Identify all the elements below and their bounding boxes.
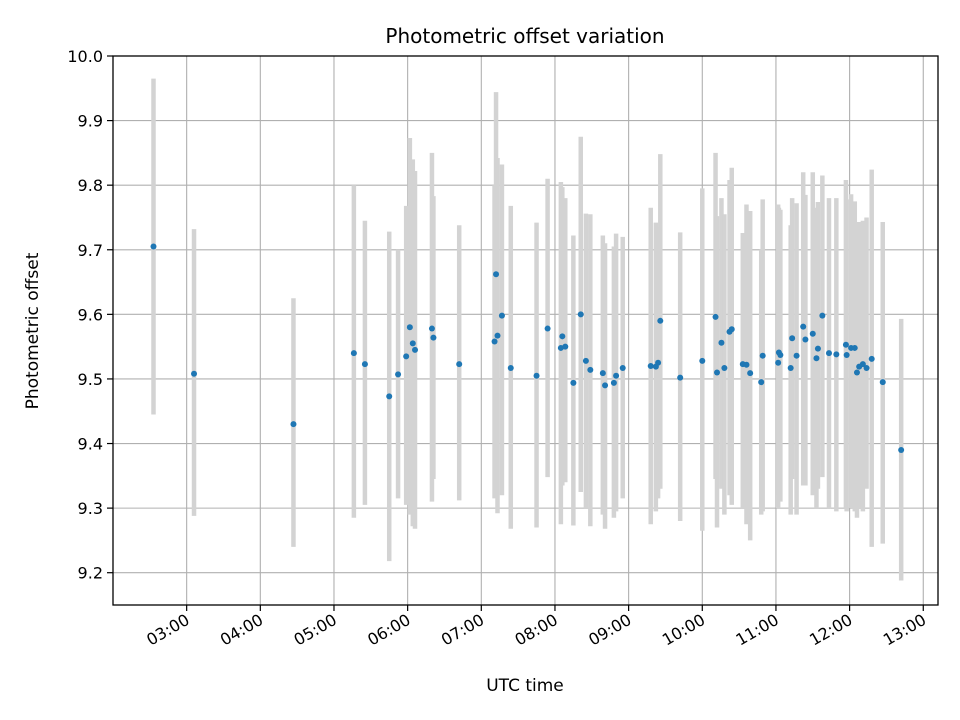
data-point — [582, 357, 589, 364]
data-point — [758, 379, 765, 386]
data-point — [814, 345, 821, 352]
data-point — [898, 446, 905, 453]
data-point — [647, 363, 654, 370]
data-point — [587, 366, 594, 373]
data-point — [570, 379, 577, 386]
data-point — [789, 335, 796, 342]
y-tick-label: 9.3 — [78, 499, 103, 518]
data-point — [493, 271, 500, 278]
data-points — [150, 243, 905, 453]
y-axis: 9.2 9.3 9.4 9.5 9.6 9.7 9.8 9.9 10.0 — [67, 47, 113, 583]
data-point — [494, 332, 501, 339]
data-point — [793, 352, 800, 359]
data-point — [842, 341, 849, 348]
data-point — [456, 361, 463, 368]
y-tick-label: 9.4 — [78, 435, 103, 454]
data-point — [559, 333, 566, 340]
data-point — [868, 355, 875, 362]
data-point — [498, 312, 505, 319]
data-point — [350, 350, 357, 357]
data-point — [290, 421, 297, 428]
data-point — [619, 364, 626, 371]
data-point — [859, 361, 866, 368]
data-point — [602, 382, 609, 389]
data-point — [813, 355, 820, 362]
data-point — [879, 379, 886, 386]
data-point — [150, 243, 157, 250]
data-point — [403, 353, 410, 360]
y-axis-title: Photometric offset — [23, 252, 43, 409]
data-point — [851, 344, 858, 351]
data-point — [747, 370, 754, 377]
data-point — [386, 393, 393, 400]
data-point — [507, 364, 514, 371]
data-point — [412, 346, 419, 353]
data-point — [721, 364, 728, 371]
y-tick-label: 9.2 — [78, 564, 103, 583]
data-point — [544, 325, 551, 332]
data-point — [843, 352, 850, 359]
data-point — [610, 379, 617, 386]
data-point — [743, 361, 750, 368]
data-point — [533, 372, 540, 379]
data-point — [787, 364, 794, 371]
data-point — [819, 312, 826, 319]
data-point — [562, 343, 569, 350]
y-tick-label: 10.0 — [67, 47, 103, 66]
data-point — [599, 370, 606, 377]
data-point — [712, 313, 719, 320]
data-point — [406, 324, 413, 331]
data-point — [657, 317, 664, 324]
y-tick-label: 9.7 — [78, 241, 103, 260]
y-tick-label: 9.5 — [78, 370, 103, 389]
data-point — [428, 325, 435, 332]
data-point — [759, 352, 766, 359]
chart-title: Photometric offset variation — [385, 24, 664, 48]
data-point — [718, 339, 725, 346]
data-point — [775, 359, 782, 366]
data-point — [728, 326, 735, 333]
data-point — [409, 340, 416, 347]
data-point — [800, 323, 807, 330]
data-point — [677, 374, 684, 381]
data-point — [853, 369, 860, 376]
y-tick-label: 9.9 — [78, 112, 103, 131]
data-point — [395, 371, 402, 378]
data-point — [613, 372, 620, 379]
data-point — [577, 311, 584, 318]
data-point — [833, 351, 840, 358]
data-point — [699, 357, 706, 364]
y-tick-label: 9.6 — [78, 305, 103, 324]
data-point — [714, 369, 721, 376]
data-point — [863, 364, 870, 371]
data-point — [825, 350, 832, 357]
data-point — [777, 352, 784, 359]
data-point — [361, 361, 368, 368]
data-point — [430, 334, 437, 341]
data-point — [655, 359, 662, 366]
plot-frame — [112, 55, 939, 606]
y-tick-label: 9.8 — [78, 176, 103, 195]
data-point — [191, 370, 198, 377]
data-point — [802, 336, 809, 343]
data-point — [809, 330, 816, 337]
x-axis-title: UTC time — [486, 676, 564, 696]
data-point — [491, 338, 498, 345]
